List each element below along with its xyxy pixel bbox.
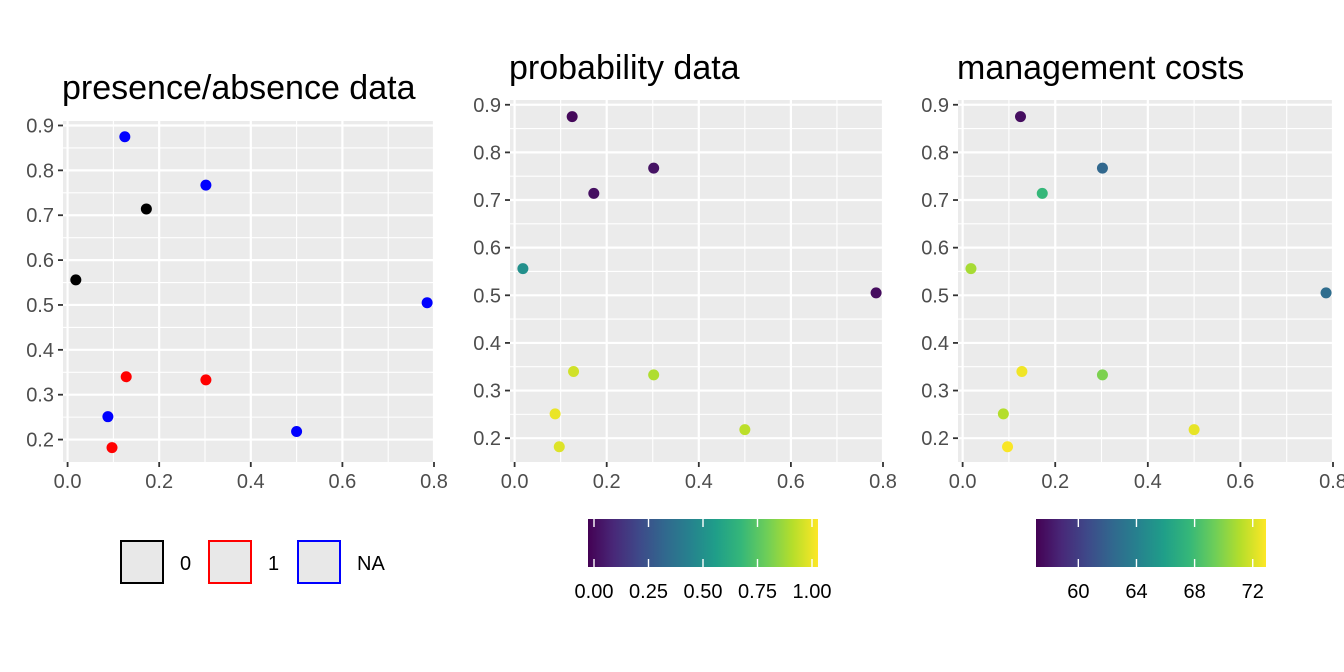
y-tick-label: 0.2 [921, 428, 949, 450]
x-tick-label: 0.4 [1134, 471, 1162, 493]
colorbar-label: 0.00 [575, 581, 614, 603]
x-tick-label: 0.4 [685, 471, 713, 493]
colorbar-label: 72 [1242, 581, 1264, 603]
data-point [997, 408, 1009, 420]
data-point [140, 203, 152, 215]
chart-title: probability data [509, 49, 740, 87]
y-tick-label: 0.8 [473, 142, 501, 164]
data-point [102, 411, 114, 423]
data-point [120, 371, 132, 383]
x-tick-label: 0.0 [949, 471, 977, 493]
y-tick-label: 0.4 [26, 340, 54, 362]
data-point [549, 408, 561, 420]
colorbar: 0.00 0.25 0.50 0.75 1.00 [575, 519, 832, 603]
y-tick-label: 0.2 [473, 428, 501, 450]
y-tick-label: 0.2 [26, 430, 54, 452]
x-tick-label: 0.0 [54, 471, 82, 493]
y-tick-label: 0.8 [26, 160, 54, 182]
x-tick-label: 0.8 [1319, 471, 1344, 493]
y-tick-label: 0.9 [473, 95, 501, 117]
data-point [200, 374, 212, 386]
data-point [119, 131, 131, 143]
colorbar-label: 64 [1125, 581, 1147, 603]
colorbar-label: 0.75 [738, 581, 777, 603]
colorbar: 60 64 68 72 [1036, 519, 1266, 603]
y-tick-label: 0.7 [473, 190, 501, 212]
y-tick-label: 0.5 [921, 285, 949, 307]
y-tick-label: 0.7 [26, 205, 54, 227]
y-tick-label: 0.6 [26, 250, 54, 272]
plot-background [510, 100, 883, 462]
legend-key [120, 540, 164, 584]
colorbar-label: 60 [1067, 581, 1089, 603]
data-point [517, 263, 529, 275]
data-point [870, 287, 882, 299]
data-point [1036, 187, 1048, 199]
plot-background [63, 121, 434, 462]
chart-title: management costs [957, 49, 1244, 87]
y-tick-label: 0.5 [26, 295, 54, 317]
x-tick-label: 0.6 [777, 471, 805, 493]
data-point [291, 425, 303, 437]
legend-key [297, 540, 341, 584]
data-point [106, 442, 118, 454]
data-point [1016, 366, 1028, 377]
x-tick-label: 0.2 [593, 471, 621, 493]
data-point [1096, 162, 1108, 174]
legend: 0 1 NA [120, 540, 385, 584]
y-tick-label: 0.9 [921, 95, 949, 117]
data-point [1015, 111, 1026, 123]
data-point [200, 179, 212, 191]
data-point [965, 263, 977, 275]
y-tick-label: 0.3 [26, 385, 54, 407]
legend-key [208, 540, 252, 584]
y-tick-label: 0.4 [473, 333, 501, 355]
y-tick-label: 0.6 [921, 238, 949, 260]
y-tick-label: 0.8 [921, 142, 949, 164]
colorbar-gradient [1036, 519, 1266, 567]
y-tick-label: 0.6 [473, 238, 501, 260]
data-point [70, 274, 82, 286]
data-point [421, 297, 433, 309]
colorbar-label: 0.50 [684, 581, 723, 603]
x-tick-label: 0.6 [1227, 471, 1255, 493]
data-point [568, 366, 580, 377]
y-tick-label: 0.4 [921, 333, 949, 355]
data-point [553, 441, 565, 453]
legend-label: 1 [268, 553, 279, 575]
x-tick-label: 0.4 [237, 471, 265, 493]
y-tick-label: 0.7 [921, 190, 949, 212]
data-point [1002, 441, 1014, 453]
legend-label: NA [357, 553, 385, 575]
colorbar-label: 0.25 [629, 581, 668, 603]
x-tick-label: 0.8 [420, 471, 448, 493]
x-tick-label: 0.2 [1041, 471, 1069, 493]
data-point [566, 111, 578, 123]
data-point [1188, 424, 1200, 436]
x-tick-label: 0.6 [328, 471, 356, 493]
legend-label: 0 [180, 553, 191, 575]
data-point [648, 162, 660, 174]
colorbar-label: 1.00 [793, 581, 832, 603]
chart-title: presence/absence data [62, 69, 416, 107]
y-tick-label: 0.9 [26, 115, 54, 137]
data-point [1320, 287, 1332, 299]
data-point [648, 369, 660, 381]
x-tick-label: 0.0 [501, 471, 529, 493]
data-point [588, 187, 600, 199]
y-tick-label: 0.3 [473, 381, 501, 403]
x-tick-label: 0.8 [869, 471, 897, 493]
plot-background [958, 100, 1333, 462]
y-tick-label: 0.5 [473, 285, 501, 307]
colorbar-label: 68 [1183, 581, 1205, 603]
x-tick-label: 0.2 [145, 471, 173, 493]
data-point [1096, 369, 1108, 381]
y-tick-label: 0.3 [921, 381, 949, 403]
data-point [739, 424, 751, 436]
